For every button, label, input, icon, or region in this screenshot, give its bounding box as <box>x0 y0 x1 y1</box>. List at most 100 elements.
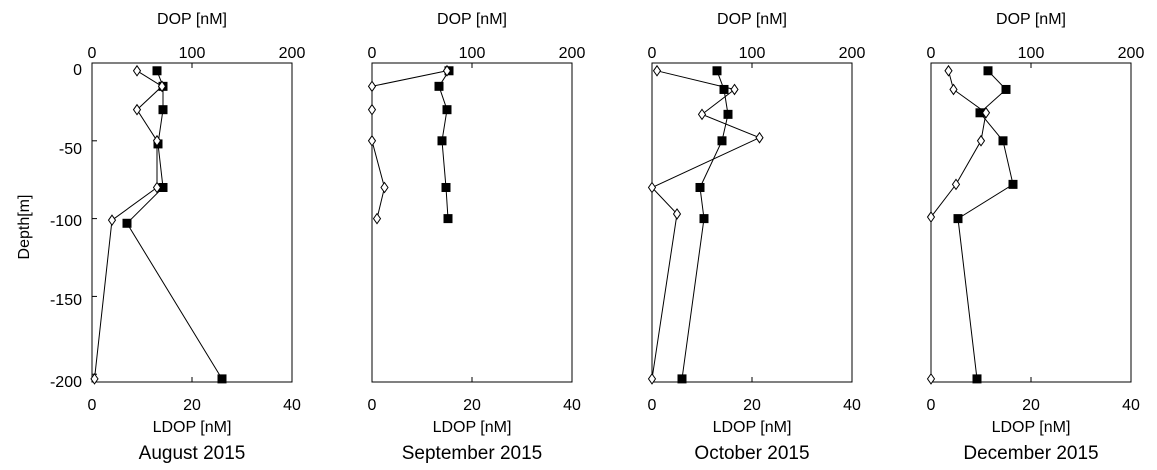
top-tick-label: 100 <box>459 45 486 62</box>
top-tick-label: 100 <box>1018 45 1045 62</box>
top-tick-label: 0 <box>368 45 377 62</box>
dop-series-line <box>681 70 729 379</box>
top-tick-label: 200 <box>559 45 586 62</box>
bottom-tick-label: 40 <box>283 397 301 414</box>
dop-point <box>975 108 985 118</box>
dop-point <box>442 105 452 115</box>
ldop-point <box>367 134 377 147</box>
plot-frame <box>371 62 573 383</box>
plot-marks <box>90 62 1132 385</box>
ldop-point <box>926 373 936 385</box>
ldop-point <box>367 103 377 116</box>
dop-point <box>122 218 132 228</box>
bottom-tick-label: 40 <box>843 397 861 414</box>
dop-point <box>441 182 451 192</box>
ldop-point <box>90 373 99 385</box>
bottom-axis-label: LDOP [nM] <box>713 419 792 436</box>
y-axis-label: Depth[m] <box>16 195 33 260</box>
dop-point <box>217 374 227 384</box>
ldop-point <box>951 178 961 191</box>
bottom-tick-label: 20 <box>183 397 201 414</box>
ldop-point <box>652 64 662 77</box>
ldop-point <box>152 181 162 194</box>
dop-point <box>158 105 168 115</box>
y-tick-label: -150 <box>50 292 82 309</box>
panel-december: DOP [nM] 0 100 200 0 20 40 LDOP [nM] Dec… <box>927 11 1145 464</box>
top-tick-label: 100 <box>739 45 766 62</box>
ldop-point <box>697 108 707 121</box>
ldop-point <box>380 181 389 194</box>
dop-point <box>443 214 453 224</box>
ldop-series-line <box>371 70 448 219</box>
dop-point <box>998 136 1008 146</box>
panel-august: DOP [nM] 0 100 200 Depth[m] 0 -50 -100 -… <box>16 11 305 464</box>
dop-point <box>158 182 168 192</box>
dop-point <box>717 136 727 146</box>
dop-point <box>712 66 722 76</box>
panel-october: DOP [nM] 0 100 200 0 20 40 LDOP [nM] Oct… <box>648 11 866 464</box>
bottom-tick-label: 0 <box>368 397 377 414</box>
ldop-point <box>672 208 682 220</box>
plot-frame <box>651 62 853 383</box>
ldop-point <box>107 214 117 227</box>
dop-point <box>699 214 709 224</box>
dop-point <box>723 109 733 119</box>
top-tick-label: 0 <box>648 45 657 62</box>
top-axis-label: DOP [nM] <box>717 11 787 28</box>
ldop-point <box>442 64 452 77</box>
dop-point <box>972 374 982 384</box>
top-tick-label: 200 <box>1118 45 1145 62</box>
bottom-axis-label: LDOP [nM] <box>153 419 232 436</box>
ldop-point <box>152 134 162 147</box>
ldop-point <box>944 64 953 77</box>
y-tick-label: -50 <box>59 141 82 158</box>
ldop-series-line <box>651 70 761 379</box>
dop-point <box>434 81 444 91</box>
ldop-point <box>157 80 167 93</box>
ldop-point <box>926 211 936 223</box>
panel-september: DOP [nM] 0 100 200 0 20 40 LDOP [nM] Sep… <box>368 11 586 464</box>
top-tick-label: 100 <box>179 45 206 62</box>
bottom-tick-label: 20 <box>1022 397 1040 414</box>
dop-point <box>437 136 447 146</box>
top-axis-label: DOP [nM] <box>157 11 227 28</box>
top-axis-label: DOP [nM] <box>996 11 1066 28</box>
ldop-point <box>755 131 764 144</box>
ldop-point <box>647 181 657 194</box>
bottom-axis-label: LDOP [nM] <box>433 419 512 436</box>
top-tick-label: 0 <box>927 45 936 62</box>
bottom-tick-label: 40 <box>1122 397 1140 414</box>
ldop-point <box>981 106 991 119</box>
ldop-point <box>372 212 382 225</box>
y-tick-label: -200 <box>50 374 82 391</box>
plot-frame <box>91 62 293 383</box>
panel-title: August 2015 <box>139 443 246 464</box>
ldop-point <box>976 134 986 147</box>
top-tick-label: 0 <box>88 45 97 62</box>
ldop-point <box>949 83 958 96</box>
ldop-point <box>730 83 739 96</box>
dop-point <box>983 66 993 76</box>
bottom-tick-label: 20 <box>743 397 761 414</box>
dop-point <box>677 374 687 384</box>
ldop-point <box>647 373 657 385</box>
y-tick-label: 0 <box>73 62 82 79</box>
ldop-point <box>132 64 142 77</box>
ldop-point <box>132 103 142 116</box>
bottom-tick-label: 20 <box>463 397 481 414</box>
bottom-axis-label: LDOP [nM] <box>992 419 1071 436</box>
dop-point <box>1008 179 1018 189</box>
bottom-tick-label: 0 <box>927 397 936 414</box>
bottom-tick-label: 40 <box>563 397 581 414</box>
dop-point <box>695 182 705 192</box>
panel-title: October 2015 <box>694 443 809 464</box>
bottom-tick-label: 0 <box>648 397 657 414</box>
dop-point <box>1001 84 1011 94</box>
ldop-point <box>367 80 377 93</box>
dop-point <box>953 214 963 224</box>
panel-title: December 2015 <box>963 443 1098 464</box>
top-tick-label: 200 <box>279 45 306 62</box>
dop-point <box>719 84 729 94</box>
bottom-tick-label: 0 <box>88 397 97 414</box>
